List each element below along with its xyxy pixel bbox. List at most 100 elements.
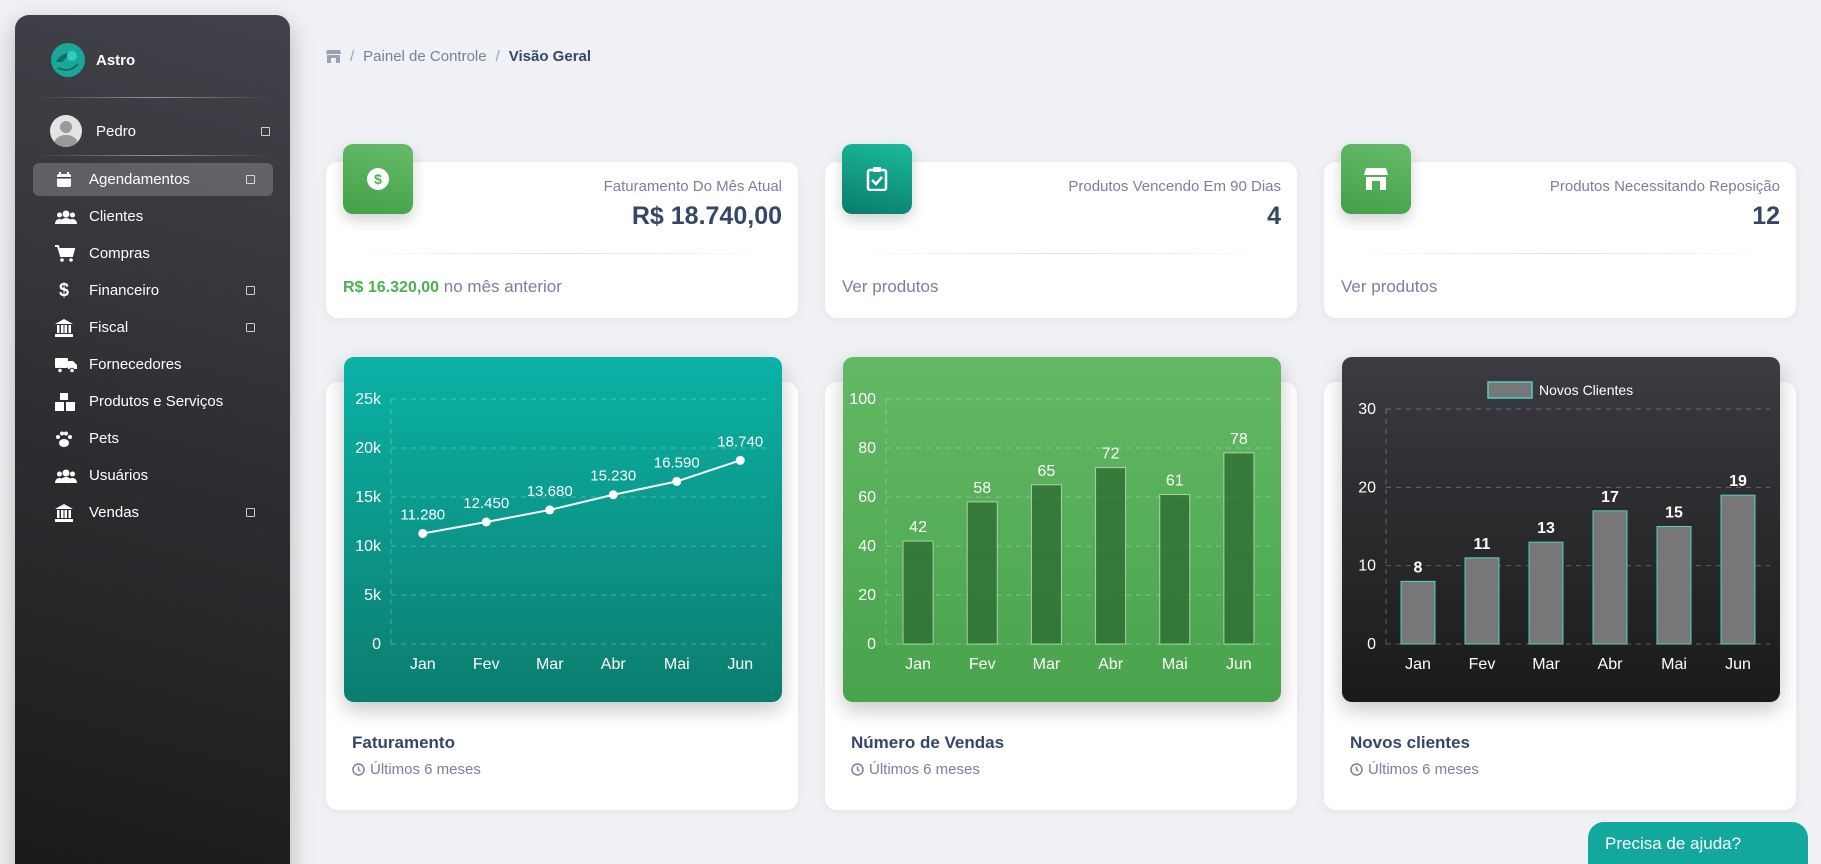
stat-value: R$ 18.740,00 xyxy=(631,202,782,230)
data-label: 72 xyxy=(1102,446,1120,463)
y-tick-label: 25k xyxy=(355,391,382,408)
sidebar-item-label: Agendamentos xyxy=(89,171,190,188)
data-label: 61 xyxy=(1166,473,1184,490)
data-label: 13 xyxy=(1537,520,1555,537)
bar xyxy=(1159,494,1191,645)
data-label: 15.230 xyxy=(590,468,636,485)
x-tick-label: Mai xyxy=(664,656,690,673)
previous-month-value: R$ 16.320,00 xyxy=(343,279,440,296)
data-point xyxy=(608,490,618,500)
data-label: 13.680 xyxy=(527,483,573,500)
sidebar-item-fiscal[interactable]: Fiscal xyxy=(33,311,273,344)
brand-name: Astro xyxy=(96,51,136,69)
sidebar-item-label: Pets xyxy=(89,430,120,447)
stat-title: Produtos Necessitando Reposição xyxy=(1549,178,1780,195)
stat-card-faturamento: $ Faturamento Do Mês Atual R$ 18.740,00 … xyxy=(326,144,798,318)
faturamento-chart-panel: 0 5k 10k 15k 20k 25k Jan Fev Mar Abr Mai Jun 11.280 1… xyxy=(344,357,782,702)
faturamento-series-line xyxy=(422,459,741,535)
sidebar-item-label: Produtos e Serviços xyxy=(89,393,224,410)
vendas-chart-panel: 0 20 40 60 80 100 Jan Fev Mar Abr Mai Jun 42 58 65 72 61… xyxy=(843,357,1281,702)
y-tick-label: 20k xyxy=(355,440,382,457)
clock-icon xyxy=(352,763,365,776)
sidebar: Astro Pedro Agendamentos Clientes Compra… xyxy=(15,15,290,864)
x-tick-label: Mar xyxy=(536,656,564,673)
y-tick-label: 80 xyxy=(858,440,876,457)
dollar-circle-icon: $ xyxy=(343,144,413,214)
chart-subtitle-text: Últimos 6 meses xyxy=(869,761,980,778)
svg-text:$: $ xyxy=(374,171,382,187)
chart-subtitle: Últimos 6 meses xyxy=(352,761,481,778)
footer-text: no mês anterior xyxy=(439,277,562,296)
data-label: 15 xyxy=(1665,505,1683,522)
bar xyxy=(1720,494,1756,645)
bar xyxy=(1656,526,1692,645)
x-tick-label: Fev xyxy=(1469,656,1496,673)
bar xyxy=(1030,484,1062,645)
y-tick-label: 0 xyxy=(867,636,876,653)
user-avatar-icon xyxy=(50,115,82,147)
x-tick-label: Fev xyxy=(473,656,500,673)
sidebar-item-usuarios[interactable]: Usuários xyxy=(33,459,273,492)
divider xyxy=(343,253,781,254)
sidebar-item-vendas[interactable]: Vendas xyxy=(33,496,273,529)
y-tick-label: 60 xyxy=(858,489,876,506)
divider xyxy=(1341,253,1779,254)
x-tick-label: Jun xyxy=(727,656,753,673)
sidebar-item-produtos[interactable]: Produtos e Serviços xyxy=(33,385,273,418)
sidebar-item-label: Fornecedores xyxy=(89,356,182,373)
y-tick-label: 30 xyxy=(1358,401,1376,418)
sidebar-item-label: Compras xyxy=(89,245,150,262)
chart-subtitle-text: Últimos 6 meses xyxy=(1368,761,1479,778)
x-tick-label: Jan xyxy=(905,656,931,673)
store-icon[interactable] xyxy=(326,50,341,63)
bar xyxy=(1592,510,1628,645)
breadcrumb-link[interactable]: Painel de Controle xyxy=(363,48,487,65)
ver-produtos-link[interactable]: Ver produtos xyxy=(1341,277,1438,296)
divider xyxy=(33,97,272,98)
truck-icon xyxy=(55,357,79,373)
divider xyxy=(842,253,1280,254)
y-tick-label: 10k xyxy=(355,538,382,555)
data-label: 78 xyxy=(1230,431,1248,448)
sidebar-item-clientes[interactable]: Clientes xyxy=(33,200,273,233)
help-button[interactable]: Precisa de ajuda? xyxy=(1588,822,1808,864)
divider xyxy=(33,155,272,156)
faturamento-line-chart: 0 5k 10k 15k 20k 25k Jan Fev Mar Abr Mai Jun 11.280 1… xyxy=(355,391,772,673)
dollar-icon: $ xyxy=(59,280,70,300)
breadcrumb-current: Visão Geral xyxy=(508,48,592,65)
sidebar-item-agendamentos[interactable]: Agendamentos xyxy=(33,163,273,196)
ver-produtos-link[interactable]: Ver produtos xyxy=(842,277,939,296)
users-icon xyxy=(55,468,79,484)
legend-label: Novos Clientes xyxy=(1539,382,1633,398)
sidebar-item-label: Financeiro xyxy=(89,282,160,299)
sidebar-item-fornecedores[interactable]: Fornecedores xyxy=(33,348,273,381)
bar xyxy=(1464,557,1500,645)
bar xyxy=(902,540,934,645)
store-icon xyxy=(1341,144,1411,214)
breadcrumb-separator: / xyxy=(350,48,355,65)
brand[interactable]: Astro xyxy=(50,42,135,78)
sidebar-item-pets[interactable]: Pets xyxy=(33,422,273,455)
x-tick-label: Abr xyxy=(1598,656,1624,673)
expand-icon xyxy=(246,286,255,295)
data-label: 8 xyxy=(1414,559,1423,576)
data-point xyxy=(735,455,745,465)
x-tick-label: Jan xyxy=(1405,656,1431,673)
data-label: 58 xyxy=(973,480,991,497)
data-label: 65 xyxy=(1038,463,1056,480)
breadcrumb-separator: / xyxy=(495,48,500,65)
sidebar-user[interactable]: Pedro xyxy=(50,115,270,147)
cart-icon xyxy=(55,244,79,263)
bank-icon xyxy=(55,318,79,337)
chart-title: Número de Vendas xyxy=(851,733,1005,752)
chart-subtitle: Últimos 6 meses xyxy=(851,761,980,778)
bar xyxy=(966,501,998,645)
clipboard-check-icon xyxy=(842,144,912,214)
data-label: 18.740 xyxy=(717,433,763,450)
y-tick-label: 100 xyxy=(849,391,876,408)
sidebar-item-financeiro[interactable]: $ Financeiro xyxy=(33,274,273,307)
chart-title: Novos clientes xyxy=(1350,733,1470,752)
data-label: 17 xyxy=(1601,489,1619,506)
y-tick-label: 20 xyxy=(858,587,876,604)
sidebar-item-compras[interactable]: Compras xyxy=(33,237,273,270)
